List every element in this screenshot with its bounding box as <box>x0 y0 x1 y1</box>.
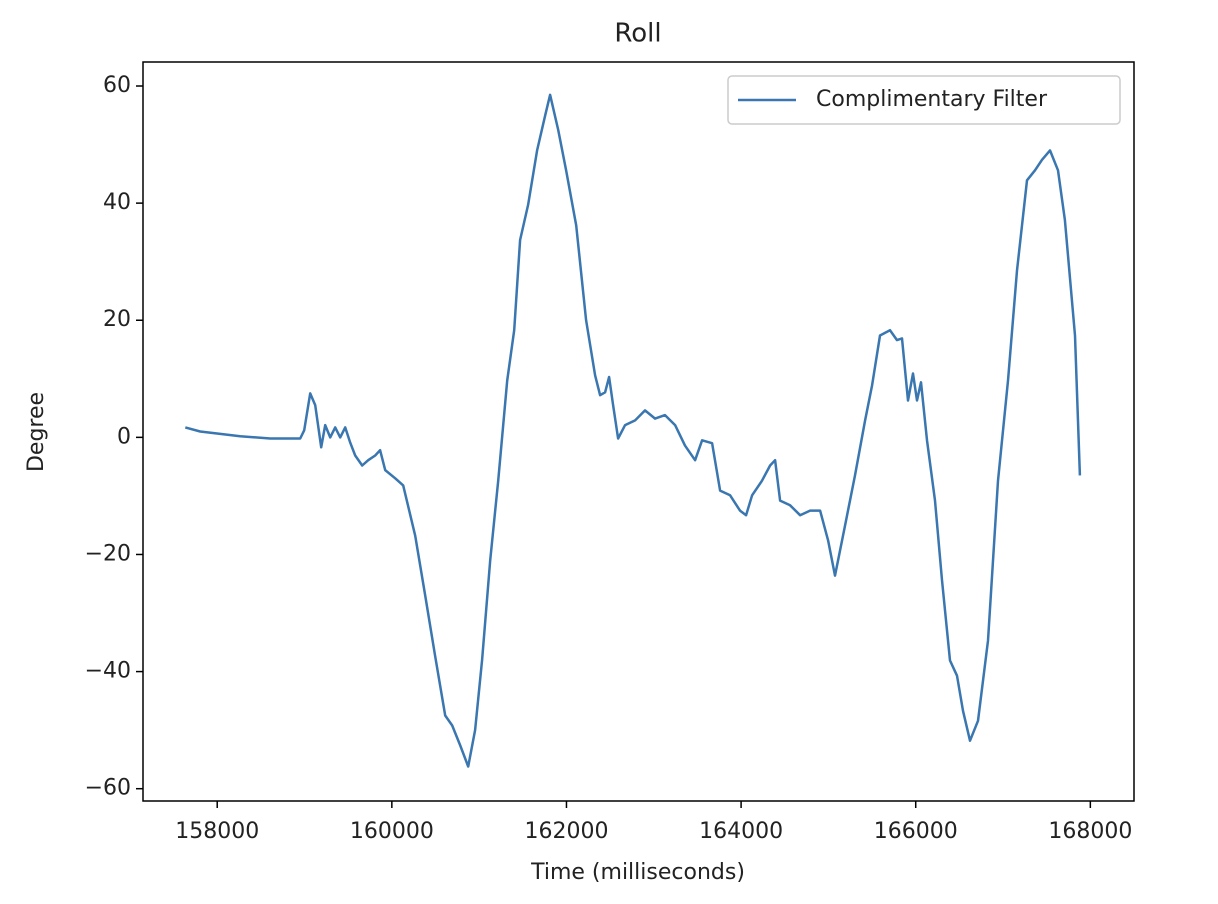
y-tick-label: −20 <box>85 541 131 566</box>
x-tick-label: 160000 <box>350 819 434 844</box>
y-axis-label: Degree <box>24 392 49 472</box>
x-axis-label: Time (milliseconds) <box>530 860 745 885</box>
x-tick-label: 166000 <box>874 819 958 844</box>
plot-frame <box>142 61 1135 802</box>
chart-title: Roll <box>614 19 661 49</box>
x-tick-label: 158000 <box>175 819 259 844</box>
legend: Complimentary Filter <box>727 75 1121 125</box>
y-tick-label: −40 <box>85 659 131 684</box>
x-tick-label: 164000 <box>699 819 783 844</box>
legend-label: Complimentary Filter <box>816 87 1048 112</box>
y-tick-label: 40 <box>103 190 131 215</box>
data-line <box>184 93 1082 768</box>
x-tick-label: 162000 <box>524 819 608 844</box>
y-tick-label: −60 <box>85 776 131 801</box>
y-tick-label: 60 <box>103 73 131 98</box>
y-tick-label: 0 <box>117 424 131 449</box>
legend-box <box>727 75 1121 125</box>
y-tick-label: 20 <box>103 307 131 332</box>
x-tick-label: 168000 <box>1048 819 1132 844</box>
